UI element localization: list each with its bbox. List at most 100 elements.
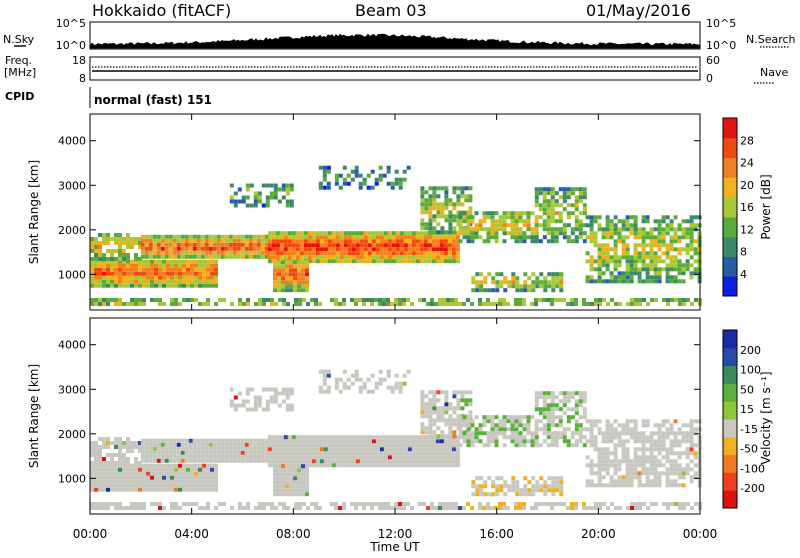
velocity-cell: [122, 506, 126, 510]
velocity-cell: [347, 439, 352, 444]
power-cell: [275, 251, 280, 256]
velocity-cell: [206, 487, 210, 492]
power-cell: [192, 246, 197, 251]
velocity-cell: [220, 450, 225, 455]
velocity-cell: [350, 373, 355, 378]
velocity-cell: [305, 464, 309, 469]
power-cell: [114, 259, 118, 264]
power-cell: [502, 298, 506, 302]
velocity-cell: [378, 502, 382, 506]
velocity-cell: [170, 483, 174, 488]
power-cell: [594, 298, 598, 302]
velocity-cell: [633, 475, 638, 480]
velocity-cell: [448, 426, 453, 431]
power-cell: [198, 271, 202, 276]
velocity-cell: [270, 506, 274, 510]
velocity-cell: [248, 442, 253, 447]
velocity-cell: [236, 454, 241, 459]
velocity-cell: [214, 487, 218, 492]
velocity-cell: [605, 447, 610, 452]
velocity-cell: [456, 398, 461, 403]
velocity-cell: [130, 475, 134, 480]
power-cell: [543, 280, 548, 285]
velocity-cell: [448, 434, 453, 439]
velocity-cell: [208, 458, 213, 463]
velocity-cell: [176, 450, 181, 455]
velocity-cell: [641, 451, 646, 456]
velocity-cell: [142, 506, 146, 510]
power-cell: [184, 242, 189, 247]
velocity-cell: [386, 373, 391, 378]
velocity-cell: [554, 407, 559, 412]
velocity-cell: [130, 441, 134, 445]
power-cell: [162, 275, 166, 280]
velocity-cell: [578, 415, 583, 420]
velocity-cell: [685, 435, 690, 440]
freq-tick-bottom: 8: [79, 72, 86, 85]
velocity-cell: [301, 476, 305, 481]
velocity-cell: [673, 431, 678, 436]
velocity-cell: [138, 502, 142, 506]
velocity-cell: [673, 479, 678, 484]
power-cell: [240, 234, 245, 239]
x-tick-label: 20:00: [581, 527, 616, 541]
power-cell: [102, 275, 106, 280]
power-cell: [174, 279, 178, 284]
power-cell: [154, 263, 158, 268]
power-cell: [530, 302, 534, 306]
velocity-cell: [398, 385, 403, 390]
power-cell: [617, 239, 622, 244]
velocity-cell: [285, 391, 290, 396]
velocity-cell: [641, 423, 646, 428]
velocity-cell: [625, 471, 630, 476]
power-cell: [307, 247, 312, 252]
velocity-cell: [289, 387, 294, 392]
velocity-cell: [613, 479, 618, 484]
power-cell: [383, 259, 388, 264]
velocity-cell: [339, 459, 344, 464]
velocity-cell: [359, 443, 364, 448]
velocity-cell: [362, 506, 366, 510]
velocity-cell: [371, 459, 376, 464]
power-cell: [411, 243, 416, 248]
power-cell: [669, 239, 674, 244]
velocity-cell: [338, 389, 343, 394]
power-cell: [538, 203, 543, 208]
velocity-cell: [444, 394, 449, 399]
velocity-cell: [613, 455, 618, 460]
velocity-cell: [511, 488, 516, 493]
velocity-cell: [331, 463, 336, 468]
power-cell: [432, 190, 437, 195]
velocity-cell: [653, 479, 658, 484]
velocity-cell: [371, 439, 376, 444]
power-cell: [423, 235, 428, 240]
velocity-cell: [102, 457, 106, 461]
velocity-cell: [178, 475, 182, 480]
velocity-cell: [297, 492, 301, 497]
velocity-cell: [399, 459, 404, 464]
velocity-cell: [224, 438, 229, 443]
power-cell: [264, 238, 269, 243]
velocity-cell: [605, 463, 610, 468]
power-cell: [303, 255, 308, 260]
velocity-cell: [335, 435, 340, 440]
power-cell: [471, 288, 476, 293]
velocity-cell: [407, 443, 412, 448]
velocity-cell: [363, 447, 368, 452]
power-cell: [256, 254, 261, 259]
velocity-cell: [653, 459, 658, 464]
power-cell: [126, 283, 130, 288]
power-cell: [295, 243, 300, 248]
power-cell: [653, 267, 658, 272]
power-cell: [206, 271, 210, 276]
velocity-cell: [471, 484, 476, 489]
velocity-cell: [283, 435, 288, 440]
velocity-cell: [198, 463, 202, 468]
velocity-cell: [315, 463, 320, 468]
velocity-cell: [156, 442, 161, 447]
power-cell: [585, 223, 590, 228]
velocity-cell: [260, 458, 265, 463]
velocity-cell: [634, 502, 638, 506]
power-cell: [550, 302, 554, 306]
velocity-cell: [613, 467, 618, 472]
